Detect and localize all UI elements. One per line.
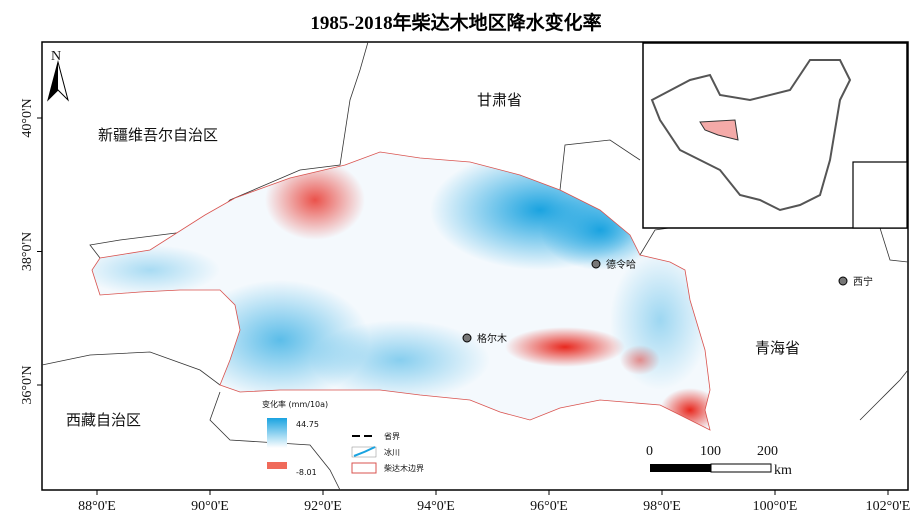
x-axis-ticks: 88°0'E 90°0'E 92°0'E 94°0'E 96°0'E 98°0'E 100°… [78,490,910,514]
y-tick-label: 38°0'N [20,232,35,271]
svg-text:省界: 省界 [384,431,400,441]
north-label: N [51,49,61,64]
svg-text:200: 200 [757,444,778,459]
x-tick-label: 96°0'E [530,499,568,514]
svg-text:km: km [774,463,792,478]
svg-text:柴达木边界: 柴达木边界 [384,463,424,473]
y-tick-label: 40°0'N [20,98,35,137]
svg-text:100: 100 [700,444,721,459]
china-inset-map [642,42,908,229]
svg-text:-8.01: -8.01 [296,468,317,477]
x-tick-label: 90°0'E [191,499,229,514]
legend: 变化率 (mm/10a) 44.75 -8.01 省界 冰川 柴达木边界 [262,399,424,477]
svg-text:德令哈: 德令哈 [606,258,636,271]
map-title: 1985-2018年柴达木地区降水变化率 [310,13,602,34]
svg-text:西宁: 西宁 [853,275,873,288]
svg-text:变化率 (mm/10a): 变化率 (mm/10a) [262,399,328,409]
region-label-gansu: 甘肃省 [477,91,522,109]
y-tick-label: 36°0'N [20,365,35,404]
city-xining: 西宁 [838,275,873,288]
svg-text:冰川: 冰川 [384,447,400,457]
region-label-xinjiang: 新疆维吾尔自治区 [98,126,218,144]
scale-bar: 0 100 200 km [646,444,792,478]
y-axis-ticks: 40°0'N 38°0'N 36°0'N [20,98,42,405]
x-tick-label: 94°0'E [417,499,455,514]
svg-text:44.75: 44.75 [296,420,319,429]
svg-text:格尔木: 格尔木 [477,332,507,345]
region-label-xizang: 西藏自治区 [66,411,141,429]
x-tick-label: 92°0'E [304,499,342,514]
svg-text:0: 0 [646,444,653,459]
north-arrow: N [47,49,69,102]
x-tick-label: 102°0'E [866,499,911,514]
x-tick-label: 98°0'E [643,499,681,514]
region-label-qinghai: 青海省 [755,339,800,357]
city-delingha: 德令哈 [591,258,636,271]
x-tick-label: 88°0'E [78,499,116,514]
city-golmud: 格尔木 [462,332,507,345]
x-tick-label: 100°0'E [753,499,798,514]
